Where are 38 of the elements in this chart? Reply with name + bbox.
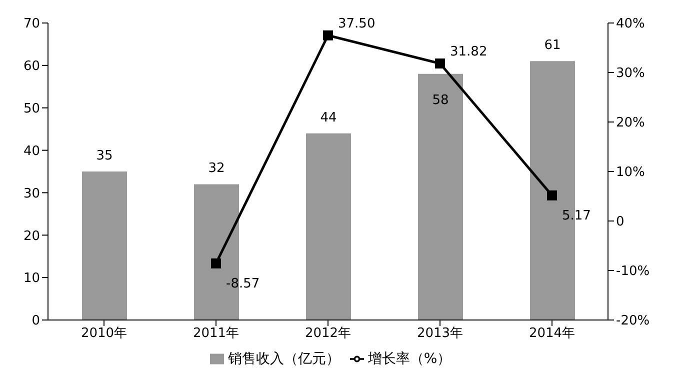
data-label: 32 [208, 161, 225, 176]
y-tick-label: 60 [23, 59, 40, 74]
bar [82, 172, 127, 320]
x-tick-label: 2013年 [416, 326, 464, 342]
x-tick-label: 2012年 [304, 326, 352, 342]
y2-tick-label: 30% [616, 66, 645, 82]
y-tick-label: 0 [32, 314, 40, 329]
point [211, 258, 221, 268]
data-label: 61 [544, 38, 561, 54]
data-label: 58 [432, 92, 449, 108]
y-tick-label: 30 [23, 186, 40, 202]
y-tick-label: 10 [23, 271, 40, 286]
y2-tick-label: 20% [616, 116, 645, 131]
y-tick-label: 70 [23, 16, 40, 32]
legend-label: 销售收入（亿元） [228, 351, 340, 367]
y2-tick-label: -10% [616, 264, 650, 280]
point [323, 30, 333, 40]
data-label: 35 [96, 148, 113, 164]
bar [306, 133, 351, 320]
y-tick-label: 40 [23, 144, 40, 159]
data-label: 44 [320, 110, 337, 126]
y2-tick-label: 10% [616, 165, 645, 180]
data-label: -8.57 [226, 276, 260, 292]
x-tick-label: 2010年 [80, 326, 128, 342]
x-tick-label: 2014年 [528, 326, 576, 342]
legend-label: 增长率（%） [368, 351, 452, 367]
y2-tick-label: 0 [616, 214, 624, 230]
bar [418, 74, 463, 320]
point [547, 190, 557, 200]
data-label: 5.17 [562, 208, 591, 224]
data-label: 37.50 [338, 16, 376, 32]
y-tick-label: 20 [23, 228, 40, 244]
data-label: 31.82 [450, 44, 488, 60]
y2-tick-label: 40% [616, 16, 645, 32]
y2-tick-label: -20% [616, 314, 650, 329]
x-tick-label: 2011年 [192, 326, 240, 342]
point [435, 58, 445, 68]
y-tick-label: 50 [23, 101, 40, 116]
